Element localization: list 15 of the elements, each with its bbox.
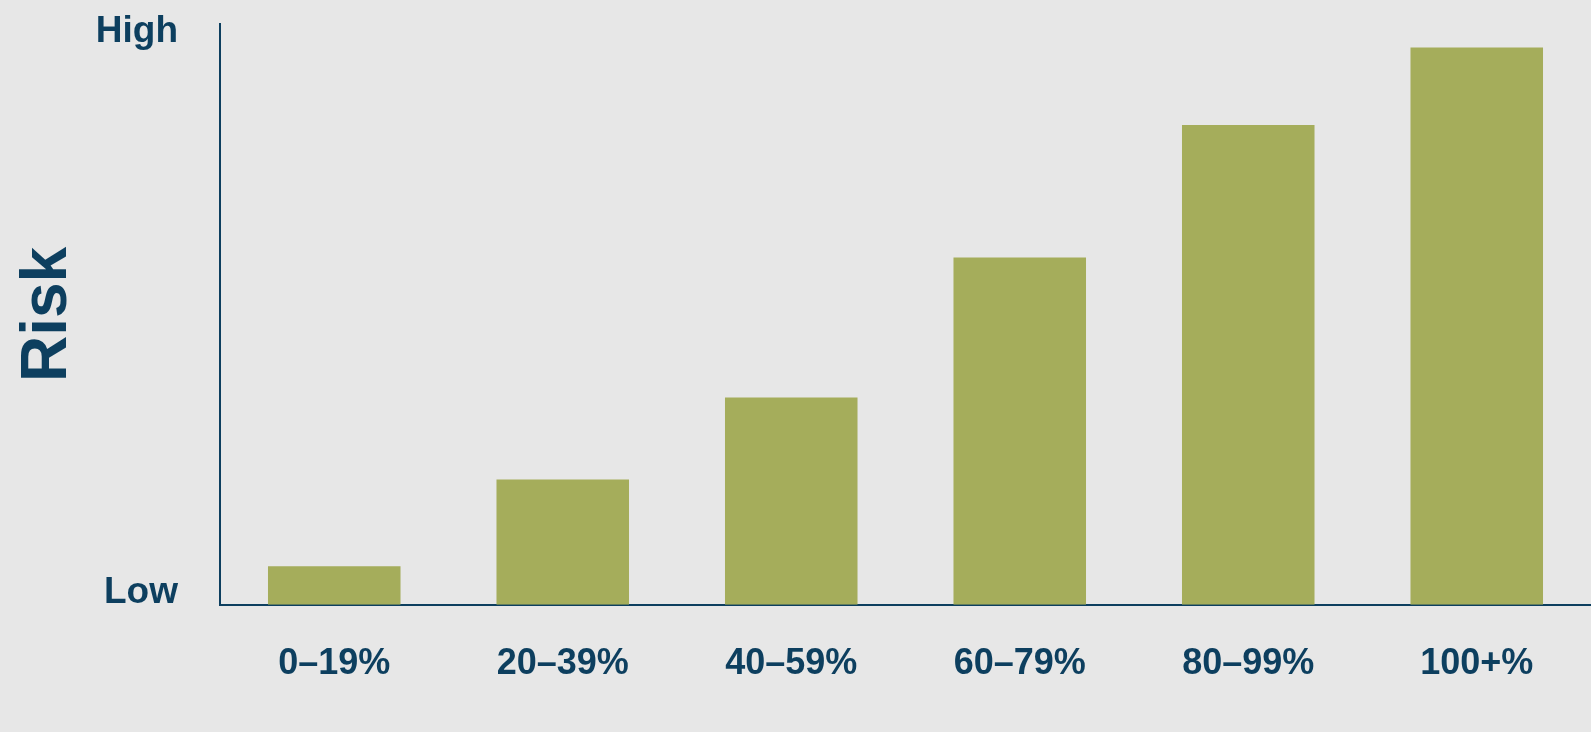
x-tick-label: 60–79% (953, 641, 1086, 683)
bar (953, 257, 1087, 605)
bar (1410, 47, 1544, 605)
text: Low (104, 570, 179, 611)
x-tick-label: 40–59% (725, 641, 858, 683)
y-axis-title: Risk (8, 246, 81, 382)
x-tick-label: 80–99% (1182, 641, 1315, 683)
bar (1181, 124, 1315, 605)
x-tick-label: 20–39% (496, 641, 629, 683)
x-tick-label: 100+% (1420, 641, 1534, 683)
x-tick-label: 0–19% (278, 641, 391, 683)
bar (496, 479, 630, 605)
bar (724, 397, 858, 605)
bar (267, 566, 401, 605)
text: High (95, 9, 178, 51)
